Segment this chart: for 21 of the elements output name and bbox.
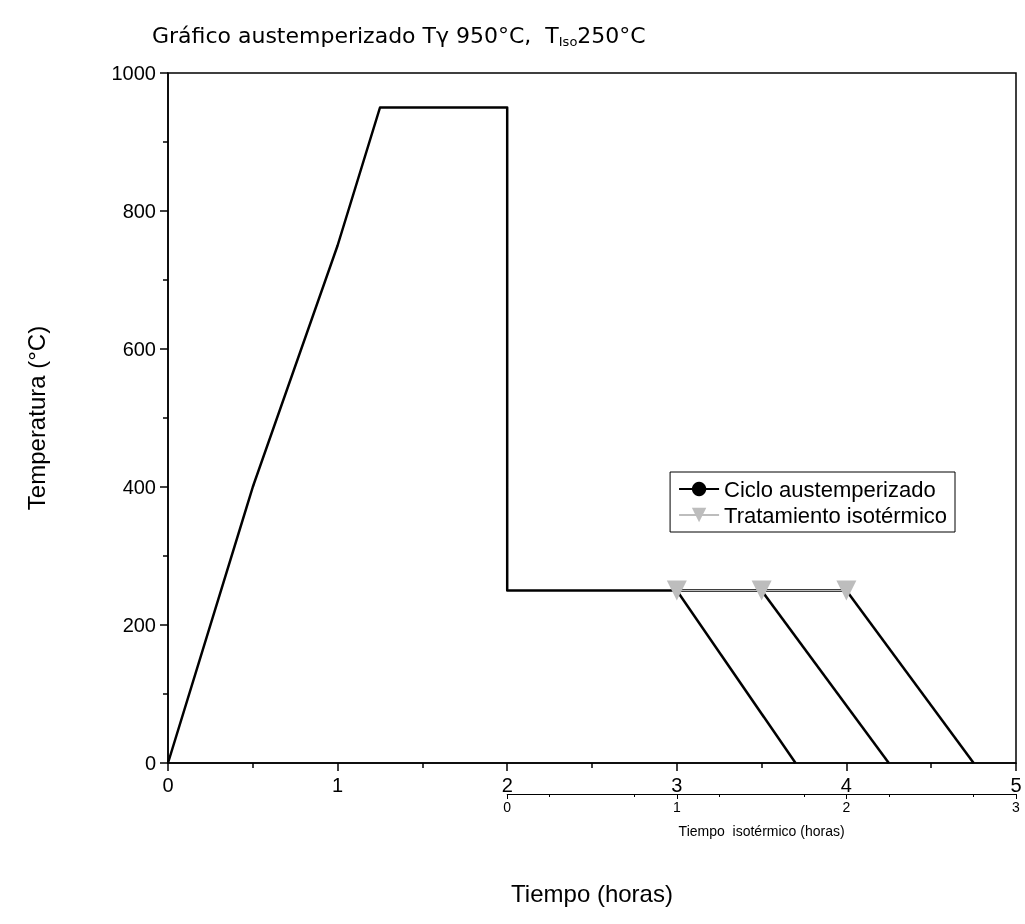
y-tick-label: 400 bbox=[122, 476, 156, 498]
legend-label: Ciclo austemperizado bbox=[724, 476, 936, 502]
x-tick-label: 1 bbox=[332, 774, 344, 796]
x-axis-title: Tiempo (horas) bbox=[511, 879, 673, 907]
x-tick-label: 2 bbox=[501, 774, 513, 796]
y-tick-label: 0 bbox=[144, 752, 156, 774]
x-tick-label: 0 bbox=[162, 774, 174, 796]
y-tick-label: 800 bbox=[122, 200, 156, 222]
x-tick-label: 4 bbox=[840, 774, 852, 796]
x-tick-label: 5 bbox=[1010, 774, 1022, 796]
y-tick-label: 200 bbox=[122, 614, 156, 636]
x2-tick-label: 3 bbox=[1012, 799, 1021, 815]
x-tick-label: 3 bbox=[671, 774, 683, 796]
x2-tick-label: 1 bbox=[672, 799, 681, 815]
y-tick-label: 600 bbox=[122, 338, 156, 360]
y-axis-title: Temperatura (°C) bbox=[22, 325, 50, 511]
x2-tick-label: 0 bbox=[503, 799, 512, 815]
y-tick-label: 1000 bbox=[111, 62, 156, 84]
legend-label: Tratamiento isotérmico bbox=[724, 502, 947, 528]
x2-tick-label: 2 bbox=[842, 799, 851, 815]
x2-axis-title: Tiempo isotérmico (horas) bbox=[678, 823, 845, 839]
